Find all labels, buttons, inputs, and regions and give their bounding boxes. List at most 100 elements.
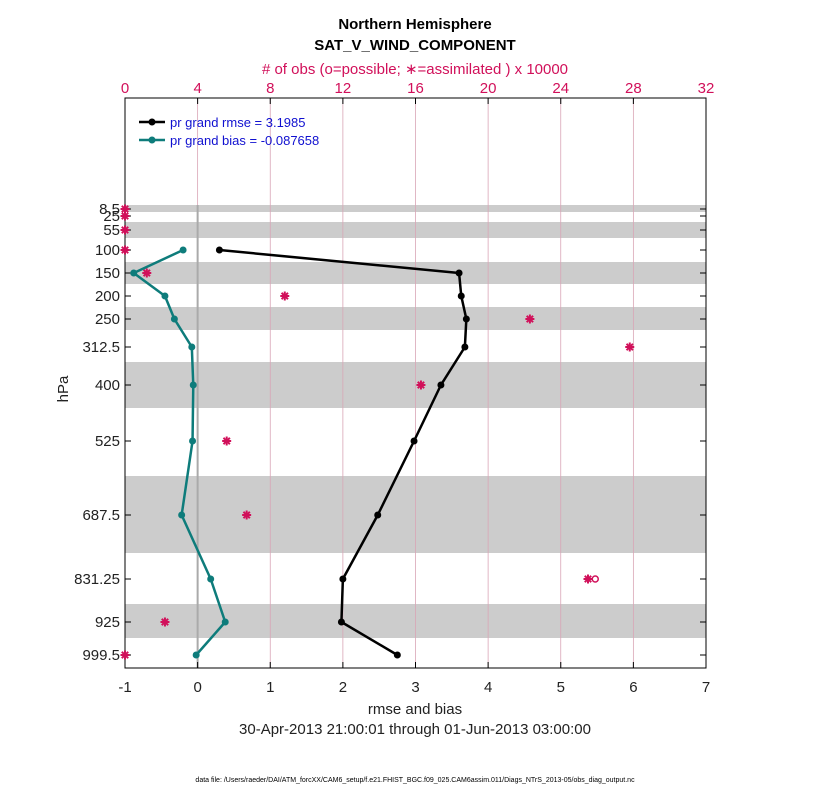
y-tick-label: 312.5 (82, 339, 120, 356)
obs-star-stroke (121, 651, 129, 659)
obs-star-stroke (121, 212, 129, 220)
bias-point (178, 511, 186, 519)
bias-point (207, 575, 215, 583)
x-tick-label: 7 (702, 679, 710, 696)
top-tick-label: 8 (266, 80, 274, 97)
top-tick-label: 4 (193, 80, 201, 97)
rmse-point (461, 343, 469, 351)
bias-point (170, 315, 178, 323)
obs-star-stroke (142, 269, 151, 277)
y-tick-label: 200 (95, 288, 120, 305)
data-file-footer: data file: /Users/raeder/DAI/ATM_forcXX/… (195, 777, 635, 784)
x-tick-label: -1 (118, 679, 131, 696)
obs-star-stroke (584, 575, 592, 583)
obs-star-stroke (161, 618, 169, 626)
obs-assimilated-marker (416, 380, 426, 390)
bias-point (188, 343, 196, 351)
legend-rmse-label: pr grand rmse = 3.1985 (170, 115, 306, 130)
y-axis-label: hPa (55, 375, 72, 402)
top-tick-label: 16 (407, 80, 424, 97)
x-tick-label: 4 (484, 679, 492, 696)
x-axis-label: rmse and bias (368, 701, 462, 718)
x-tick-label: 3 (411, 679, 419, 696)
date-range: 30-Apr-2013 21:00:01 through 01-Jun-2013… (239, 721, 591, 738)
chart-title: Northern Hemisphere (338, 16, 491, 33)
top-tick-label: 32 (698, 80, 715, 97)
x-tick-label: 2 (339, 679, 347, 696)
obs-star-stroke (525, 315, 534, 323)
obs-assimilated-marker (120, 211, 130, 221)
bias-point (221, 618, 229, 626)
obs-assimilated-marker (242, 510, 252, 520)
obs-assimilated-marker (525, 314, 535, 324)
top-axis-ticks: 0 4 8 12 16 20 24 28 32 (121, 80, 715, 104)
top-tick-label: 28 (625, 80, 642, 97)
y-tick-label: 25 (103, 208, 120, 225)
top-tick-label: 12 (335, 80, 352, 97)
rmse-point (462, 315, 470, 323)
rmse-point (339, 575, 347, 583)
bottom-axis-ticks: -1 0 1 2 3 4 5 6 7 (118, 662, 710, 696)
obs-count-markers (120, 204, 635, 660)
obs-assimilated-marker (280, 291, 290, 301)
y-tick-label: 400 (95, 377, 120, 394)
x-tick-label: 6 (629, 679, 637, 696)
obs-assimilated-marker (120, 650, 130, 660)
legend: pr grand rmse = 3.1985 pr grand bias = -… (139, 115, 319, 148)
obs-assimilated-marker (142, 268, 152, 278)
chart-subtitle: SAT_V_WIND_COMPONENT (314, 37, 515, 54)
obs-star-stroke (625, 343, 634, 351)
obs-assimilated-marker (120, 225, 130, 235)
obs-star-stroke (121, 205, 129, 213)
y-tick-label: 925 (95, 614, 120, 631)
x-tick-label: 5 (557, 679, 565, 696)
obs-star-stroke (121, 226, 129, 234)
rmse-point (437, 381, 445, 389)
x-tick-label: 0 (193, 679, 201, 696)
y-tick-label: 525 (95, 433, 120, 450)
rmse-point (457, 292, 465, 300)
obs-star-stroke (121, 246, 129, 254)
bias-point (189, 381, 197, 389)
top-axis-label: # of obs (o=possible; ∗=assimilated ) x … (262, 61, 568, 78)
bias-point (179, 246, 187, 254)
bias-point (161, 292, 169, 300)
obs-star-stroke (280, 292, 289, 300)
y-tick-label: 150 (95, 265, 120, 282)
obs-star-stroke (242, 511, 251, 519)
rmse-point (215, 246, 223, 254)
rmse-point (393, 651, 401, 659)
y-tick-label: 8.5 (99, 201, 120, 218)
x-tick-label: 1 (266, 679, 274, 696)
obs-assimilated-marker (120, 245, 130, 255)
bias-point (189, 437, 197, 445)
y-tick-label: 831.25 (74, 571, 120, 588)
y-tick-label: 250 (95, 311, 120, 328)
rmse-point (374, 511, 382, 519)
y-tick-label: 687.5 (82, 507, 120, 524)
obs-assimilated-marker (625, 342, 635, 352)
y-tick-label: 100 (95, 242, 120, 259)
top-tick-label: 0 (121, 80, 129, 97)
obs-assimilated-marker (222, 436, 232, 446)
legend-rmse-marker (148, 118, 156, 126)
top-tick-label: 20 (480, 80, 497, 97)
rmse-point (455, 269, 463, 277)
obs-possible-marker (591, 575, 599, 583)
series-lines (130, 246, 470, 659)
y-tick-label: 55 (103, 222, 120, 239)
obs-assimilated-marker (583, 574, 593, 584)
legend-bias-label: pr grand bias = -0.087658 (170, 133, 319, 148)
top-tick-label: 24 (552, 80, 569, 97)
rmse-point (337, 618, 345, 626)
bias-point (130, 269, 138, 277)
obs-star-stroke (417, 381, 425, 389)
obs-assimilated-marker (160, 617, 170, 627)
obs-star-stroke (222, 437, 231, 445)
rmse-point (410, 437, 418, 445)
legend-bias-marker (148, 136, 156, 144)
y-tick-label: 999.5 (82, 647, 120, 664)
bias-point (192, 651, 200, 659)
